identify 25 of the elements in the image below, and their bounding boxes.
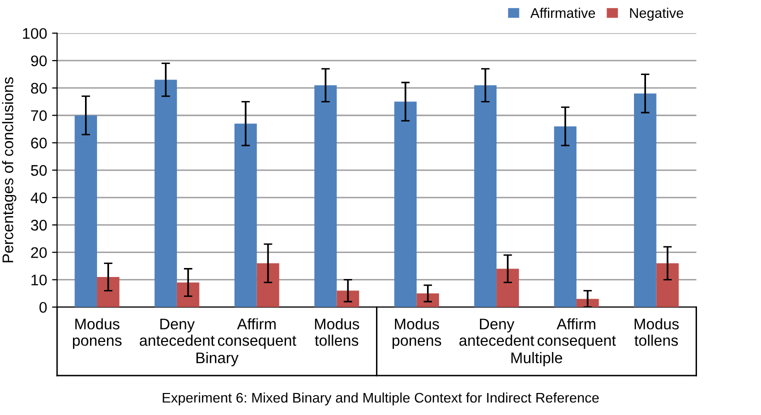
x-tick-label: Affirm consequent xyxy=(538,318,616,349)
x-tick-label: Modus tollens xyxy=(634,318,679,346)
x-tick-label: Modus tollens xyxy=(314,318,360,346)
x-axis-title: Experiment 6: Mixed Binary and Multiple Context for Indirect Reference xyxy=(162,392,599,406)
y-tick-label: 20 xyxy=(31,247,47,258)
x-tick-label: Modus ponens xyxy=(392,318,442,349)
legend-label: Negative xyxy=(630,8,684,21)
x-tick-label: Deny antecedent xyxy=(140,318,215,346)
x-tick-label: Affirm consequent xyxy=(218,318,296,349)
y-tick-label: 100 xyxy=(23,28,47,39)
y-tick-label: 30 xyxy=(30,220,47,231)
y-tick-label: 0 xyxy=(39,302,47,313)
y-tick-label: 50 xyxy=(30,165,47,176)
y-tick-label: 70 xyxy=(31,110,47,122)
legend-label: Affirmative xyxy=(530,8,596,18)
y-tick-label: 60 xyxy=(31,138,47,148)
text: Binary xyxy=(196,352,239,366)
y-axis-title: Percentages of conclusions xyxy=(2,77,16,262)
x-tick-label: Deny antecedent xyxy=(459,318,534,346)
text: Multiple xyxy=(511,352,562,366)
y-tick-label: 90 xyxy=(31,55,47,66)
y-tick-label: 40 xyxy=(30,192,47,204)
y-tick-label: 80 xyxy=(31,82,47,94)
x-tick-label: Modus ponens xyxy=(72,318,122,349)
y-tick-label: 10 xyxy=(32,274,47,286)
